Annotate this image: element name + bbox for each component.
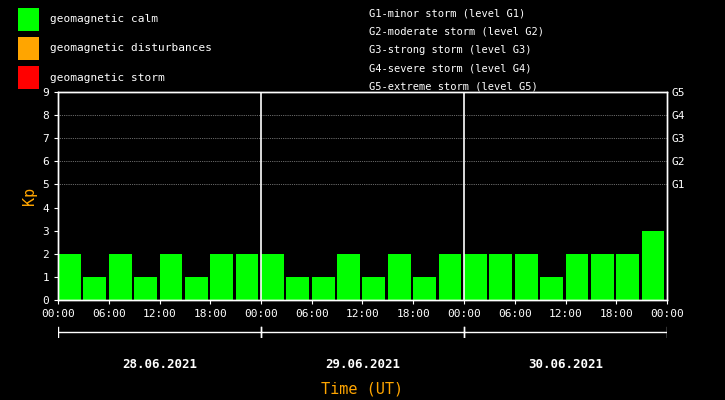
Bar <box>515 254 537 300</box>
Text: geomagnetic disturbances: geomagnetic disturbances <box>50 43 212 53</box>
Bar <box>185 277 207 300</box>
Bar <box>489 254 512 300</box>
FancyBboxPatch shape <box>17 7 39 31</box>
Bar <box>566 254 588 300</box>
Bar <box>286 277 309 300</box>
Bar <box>83 277 106 300</box>
Text: geomagnetic calm: geomagnetic calm <box>50 14 158 24</box>
Text: G4-severe storm (level G4): G4-severe storm (level G4) <box>370 64 532 74</box>
FancyBboxPatch shape <box>17 66 39 90</box>
Text: 28.06.2021: 28.06.2021 <box>122 358 197 371</box>
Text: G3-strong storm (level G3): G3-strong storm (level G3) <box>370 45 532 55</box>
Bar <box>616 254 639 300</box>
Bar <box>109 254 131 300</box>
Bar <box>210 254 233 300</box>
Bar <box>134 277 157 300</box>
Bar <box>236 254 258 300</box>
Text: Time (UT): Time (UT) <box>321 381 404 396</box>
Bar <box>591 254 613 300</box>
Bar <box>439 254 461 300</box>
Bar <box>337 254 360 300</box>
Text: G1-minor storm (level G1): G1-minor storm (level G1) <box>370 8 526 18</box>
Text: G5-extreme storm (level G5): G5-extreme storm (level G5) <box>370 82 538 92</box>
Bar <box>160 254 182 300</box>
Y-axis label: Kp: Kp <box>22 187 37 205</box>
Bar <box>642 231 664 300</box>
Text: 30.06.2021: 30.06.2021 <box>528 358 603 371</box>
Bar <box>464 254 486 300</box>
FancyBboxPatch shape <box>17 36 39 60</box>
Bar <box>58 254 80 300</box>
Text: 29.06.2021: 29.06.2021 <box>325 358 400 371</box>
Bar <box>413 277 436 300</box>
Bar <box>261 254 283 300</box>
Bar <box>312 277 334 300</box>
Bar <box>540 277 563 300</box>
Bar <box>362 277 386 300</box>
Bar <box>388 254 410 300</box>
Text: G2-moderate storm (level G2): G2-moderate storm (level G2) <box>370 26 544 36</box>
Text: geomagnetic storm: geomagnetic storm <box>50 73 165 83</box>
